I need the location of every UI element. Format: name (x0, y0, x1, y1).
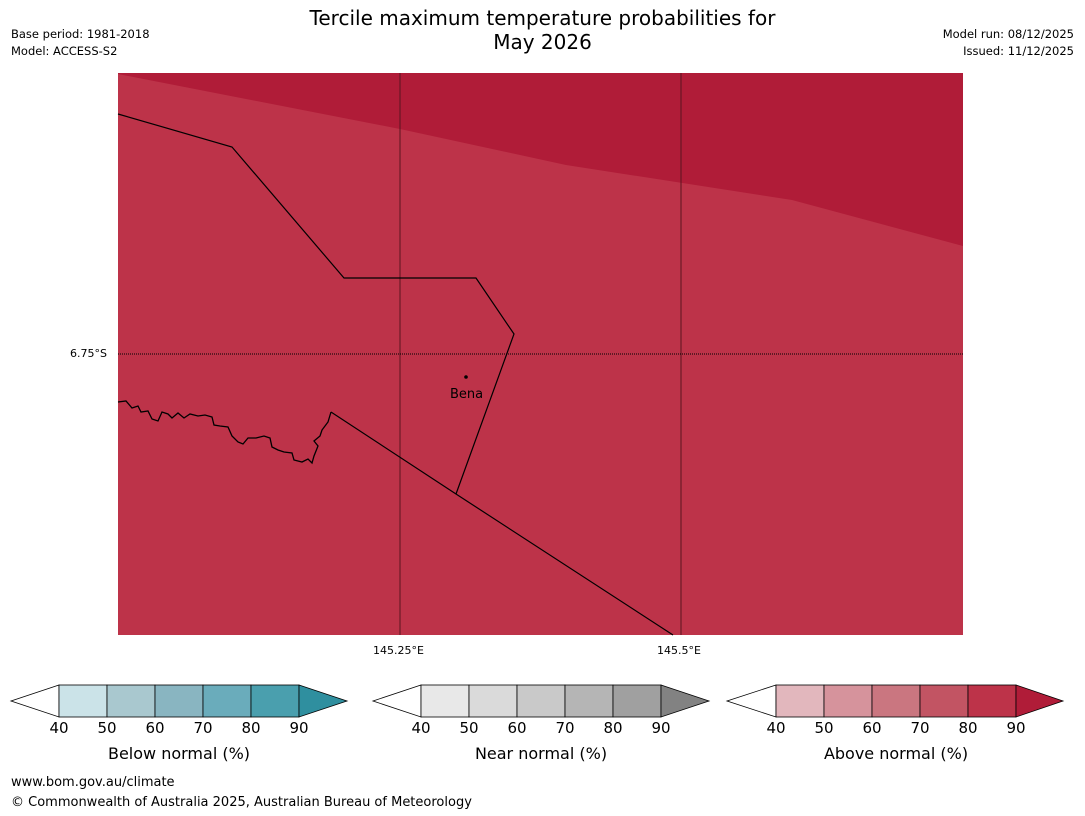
title-line-2: May 2026 (493, 30, 592, 54)
colorbar-tick-label: 60 (862, 719, 882, 737)
colorbar-tick-label: 90 (289, 719, 309, 737)
colorbar-segment (775, 684, 825, 718)
model-name: Model: ACCESS-S2 (11, 44, 118, 58)
colorbars-svg (9, 684, 1065, 718)
colorbar-extend-high (298, 684, 349, 718)
colorbar-tick-label: 70 (193, 719, 213, 737)
colorbar-tick-label: 80 (958, 719, 978, 737)
colorbar-tick-label: 80 (603, 719, 623, 737)
title-line-1: Tercile maximum temperature probabilitie… (309, 6, 776, 30)
colorbar-tick-label: 40 (766, 719, 786, 737)
chart-title: Tercile maximum temperature probabilitie… (0, 6, 1085, 54)
colorbar-segment (967, 684, 1017, 718)
colorbar-tick-label: 70 (555, 719, 575, 737)
colorbar-tick-label: 50 (97, 719, 117, 737)
colorbar-label-near: Near normal (%) (474, 744, 608, 763)
colorbar-segment (468, 684, 518, 718)
colorbar-tick-label: 80 (241, 719, 261, 737)
colorbar-tick-label: 60 (145, 719, 165, 737)
model-run: Model run: 08/12/2025 (942, 27, 1074, 41)
colorbar-segment (202, 684, 252, 718)
colorbar-segment (154, 684, 204, 718)
colorbar-segment (420, 684, 470, 718)
colorbar-segment (823, 684, 873, 718)
probability-region-high (118, 73, 963, 246)
place-label-bena: Bena (450, 387, 484, 402)
colorbar-segment (516, 684, 566, 718)
bena-marker (464, 375, 468, 379)
issued-date: Issued: 11/12/2025 (963, 44, 1074, 58)
lon-label-2: 145.5°E (657, 644, 701, 657)
colorbar-tick-label: 40 (411, 719, 431, 737)
colorbar-extend-low (725, 684, 777, 718)
colorbar-tick-label: 90 (1006, 719, 1026, 737)
colorbar-tick-label: 90 (651, 719, 671, 737)
colorbar-near-normal (371, 684, 711, 718)
colorbar-segment (612, 684, 662, 718)
colorbar-extend-high (1015, 684, 1065, 718)
meta-left: Base period: 1981-2018 Model: ACCESS-S2 (11, 26, 150, 60)
colorbar-below-normal (9, 684, 349, 718)
colorbar-extend-low (9, 684, 60, 718)
colorbar-tick-label: 50 (459, 719, 479, 737)
lat-label: 6.75°S (70, 347, 107, 360)
colorbar-segment (871, 684, 921, 718)
colorbar-tick-label: 50 (814, 719, 834, 737)
colorbar-segment (106, 684, 156, 718)
province-boundary (330, 411, 674, 636)
meta-right: Model run: 08/12/2025 Issued: 11/12/2025 (943, 26, 1074, 60)
colorbar-above-normal (725, 684, 1065, 718)
colorbar-extend-high (660, 684, 711, 718)
colorbar-segment (250, 684, 300, 718)
colorbar-segment (564, 684, 614, 718)
colorbar-tick-label: 70 (910, 719, 930, 737)
colorbar-segment (919, 684, 969, 718)
colorbar-extend-low (371, 684, 422, 718)
footer-copyright: © Commonwealth of Australia 2025, Austra… (11, 795, 472, 810)
river-boundary (117, 400, 332, 465)
colorbar-segment (58, 684, 108, 718)
colorbar-label-below: Below normal (%) (107, 744, 251, 763)
lon-label-1: 145.25°E (373, 644, 424, 657)
colorbar-tick-label: 40 (49, 719, 69, 737)
colorbar-label-above: Above normal (%) (823, 744, 969, 763)
footer-url[interactable]: www.bom.gov.au/climate (11, 775, 175, 790)
base-period: Base period: 1981-2018 (11, 27, 150, 41)
colorbar-tick-label: 60 (507, 719, 527, 737)
province-boundary (117, 113, 515, 495)
